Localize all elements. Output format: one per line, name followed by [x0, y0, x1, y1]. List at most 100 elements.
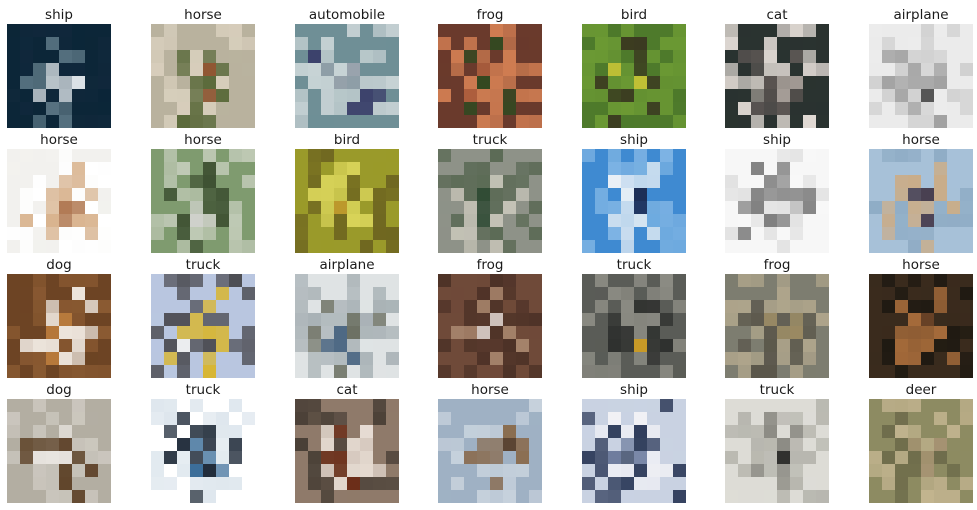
image-pixels	[869, 149, 973, 253]
image-thumbnail	[438, 24, 542, 128]
image-label: horse	[902, 132, 940, 148]
image-pixels	[438, 149, 542, 253]
grid-cell: dog	[7, 381, 111, 503]
image-pixels	[869, 24, 973, 128]
image-thumbnail	[151, 274, 255, 378]
grid-cell: bird	[295, 131, 399, 253]
image-thumbnail	[295, 24, 399, 128]
grid-cell: frog	[438, 6, 542, 128]
grid-cell: horse	[7, 131, 111, 253]
image-thumbnail	[7, 274, 111, 378]
image-pixels	[582, 274, 686, 378]
image-pixels	[295, 24, 399, 128]
image-label: ship	[620, 382, 648, 398]
image-pixels	[7, 24, 111, 128]
image-thumbnail	[295, 399, 399, 503]
image-label: cat	[336, 382, 358, 398]
grid-cell: automobile	[295, 6, 399, 128]
image-thumbnail	[7, 24, 111, 128]
image-label: bird	[620, 7, 648, 23]
image-pixels	[151, 24, 255, 128]
image-label: bird	[333, 132, 361, 148]
image-thumbnail	[295, 274, 399, 378]
grid-cell: dog	[7, 256, 111, 378]
image-thumbnail	[438, 149, 542, 253]
image-pixels	[7, 399, 111, 503]
grid-cell: horse	[438, 381, 542, 503]
image-pixels	[438, 274, 542, 378]
grid-cell: truck	[582, 256, 686, 378]
grid-cell: ship	[582, 381, 686, 503]
grid-cell: cat	[725, 6, 829, 128]
image-label: frog	[763, 257, 791, 273]
image-thumbnail	[869, 399, 973, 503]
image-label: truck	[185, 257, 221, 273]
grid-cell: frog	[725, 256, 829, 378]
image-thumbnail	[151, 399, 255, 503]
image-pixels	[7, 274, 111, 378]
image-pixels	[151, 274, 255, 378]
image-thumbnail	[7, 399, 111, 503]
image-thumbnail	[438, 274, 542, 378]
image-label: airplane	[893, 7, 949, 23]
image-label: truck	[185, 382, 221, 398]
grid-cell: deer	[869, 381, 973, 503]
grid-cell: horse	[869, 131, 973, 253]
image-pixels	[725, 399, 829, 503]
image-thumbnail	[295, 149, 399, 253]
image-pixels	[295, 399, 399, 503]
image-thumbnail	[582, 24, 686, 128]
image-thumbnail	[725, 24, 829, 128]
image-thumbnail	[438, 399, 542, 503]
image-label: dog	[46, 257, 72, 273]
image-label: airplane	[319, 257, 375, 273]
image-pixels	[151, 399, 255, 503]
image-pixels	[582, 24, 686, 128]
image-thumbnail	[869, 149, 973, 253]
grid-cell: horse	[151, 6, 255, 128]
image-pixels	[295, 274, 399, 378]
image-label: ship	[763, 132, 791, 148]
image-thumbnail	[151, 149, 255, 253]
image-label: cat	[766, 7, 788, 23]
grid-cell: truck	[151, 381, 255, 503]
grid-cell: horse	[869, 256, 973, 378]
image-pixels	[438, 399, 542, 503]
image-label: horse	[40, 132, 78, 148]
image-label: frog	[476, 7, 504, 23]
image-label: truck	[759, 382, 795, 398]
image-label: ship	[620, 132, 648, 148]
grid-cell: frog	[438, 256, 542, 378]
image-pixels	[151, 149, 255, 253]
image-thumbnail	[725, 399, 829, 503]
image-label: frog	[476, 257, 504, 273]
image-label: horse	[902, 257, 940, 273]
image-label: horse	[471, 382, 509, 398]
image-thumbnail	[151, 24, 255, 128]
image-pixels	[582, 399, 686, 503]
image-thumbnail	[7, 149, 111, 253]
image-thumbnail	[725, 149, 829, 253]
grid-cell: horse	[151, 131, 255, 253]
grid-cell: truck	[725, 381, 829, 503]
image-pixels	[725, 149, 829, 253]
grid-cell: truck	[438, 131, 542, 253]
image-thumbnail	[869, 24, 973, 128]
image-thumbnail	[869, 274, 973, 378]
image-pixels	[869, 274, 973, 378]
image-label: truck	[616, 257, 652, 273]
image-thumbnail	[725, 274, 829, 378]
image-label: truck	[472, 132, 508, 148]
image-label: horse	[184, 7, 222, 23]
grid-cell: cat	[295, 381, 399, 503]
image-pixels	[725, 274, 829, 378]
grid-cell: airplane	[869, 6, 973, 128]
image-thumbnail	[582, 399, 686, 503]
image-label: deer	[905, 382, 937, 398]
image-pixels	[7, 149, 111, 253]
image-label: ship	[45, 7, 73, 23]
image-pixels	[295, 149, 399, 253]
image-thumbnail	[582, 149, 686, 253]
grid-cell: airplane	[295, 256, 399, 378]
